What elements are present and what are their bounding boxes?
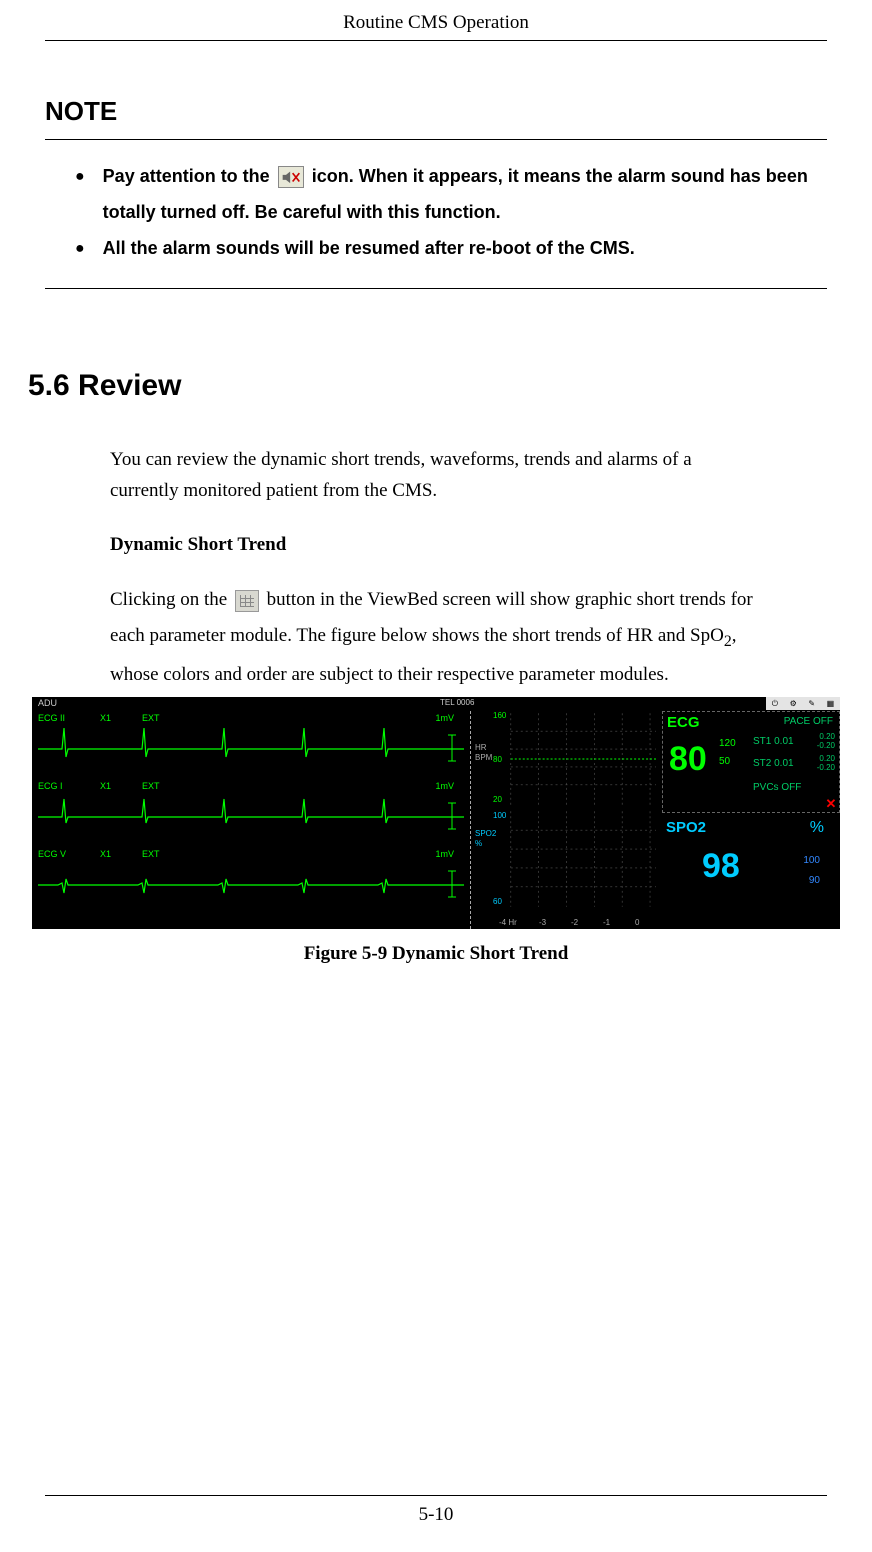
spo2-trend-panel	[477, 811, 656, 907]
spo2-label: SPO2	[666, 819, 706, 836]
note-list: ● Pay attention to the icon. When it app…	[45, 140, 827, 289]
figure-caption: Figure 5-9 Dynamic Short Trend	[0, 943, 872, 965]
status-icon: ⚙	[790, 699, 797, 708]
wave-gain-label: X1	[100, 849, 111, 859]
ecg-hi: 120	[719, 738, 736, 749]
wave-filter-label: EXT	[142, 781, 160, 791]
ecg-wave-row: ECG V X1 EXT 1mV	[38, 849, 464, 901]
subscript: 2	[724, 633, 732, 650]
x-tick: 0	[635, 918, 639, 927]
ecg-value: 80	[669, 740, 707, 779]
figure-screenshot: ADU TEL 0006 ⏻ ⚙ ✎ ▦ ECG II X1 EXT 1mV E…	[32, 697, 840, 929]
x-tick: -4 Hr	[499, 918, 517, 927]
x-tick: -3	[539, 918, 546, 927]
waveform-area: ECG II X1 EXT 1mV ECG I X1 EXT 1mV ECG V…	[32, 697, 470, 929]
hr-trend-panel	[477, 713, 656, 805]
wave-lead-label: ECG V	[38, 849, 66, 859]
para-pre: Clicking on the	[110, 589, 232, 610]
note-text: All the alarm sounds will be resumed aft…	[103, 230, 827, 266]
wave-scale-label: 1mV	[435, 781, 454, 791]
pvcs-label: PVCs OFF	[753, 782, 801, 793]
short-trend-button-icon	[235, 590, 259, 612]
wave-filter-label: EXT	[142, 713, 160, 723]
wave-lead-label: ECG II	[38, 713, 65, 723]
note-item: ● All the alarm sounds will be resumed a…	[75, 230, 827, 268]
parameter-area: ECG 80 120 50 PACE OFF ST1 0.01 0.20 -0.…	[662, 711, 840, 929]
x-tick: -1	[603, 918, 610, 927]
wave-filter-label: EXT	[142, 849, 160, 859]
subsection-heading: Dynamic Short Trend	[110, 534, 762, 556]
alarm-off-icon	[278, 166, 304, 188]
st2-label: ST2 0.01	[753, 758, 794, 769]
wave-lead-label: ECG I	[38, 781, 63, 791]
wave-gain-label: X1	[100, 713, 111, 723]
note-item: ● Pay attention to the icon. When it app…	[75, 158, 827, 230]
ecg-wave-row: ECG II X1 EXT 1mV	[38, 713, 464, 765]
bullet-icon: ●	[75, 158, 85, 196]
st1-hi: 0.20	[819, 732, 835, 741]
status-icon: ⏻	[772, 699, 778, 709]
trend-graph-area: HR BPM 160 80 20 SPO2 % 100 60	[470, 711, 662, 929]
st2-hi: 0.20	[819, 754, 835, 763]
section-paragraph: Clicking on the button in the ViewBed sc…	[110, 582, 762, 693]
page-header-title: Routine CMS Operation	[45, 0, 827, 41]
wave-gain-label: X1	[100, 781, 111, 791]
wave-scale-label: 1mV	[435, 849, 454, 859]
section-paragraph: You can review the dynamic short trends,…	[110, 445, 762, 506]
spo2-hi: 100	[803, 855, 820, 866]
note-section: NOTE ● Pay attention to the icon. When i…	[45, 96, 827, 289]
spo2-unit: %	[810, 819, 824, 837]
pace-label: PACE OFF	[784, 716, 833, 727]
page-number: 5-10	[45, 1495, 827, 1526]
bullet-icon: ●	[75, 230, 85, 268]
spo2-value: 98	[702, 847, 740, 886]
topbar-status-icons: ⏻ ⚙ ✎ ▦	[766, 697, 840, 710]
note-title: NOTE	[45, 96, 827, 140]
note-text: Pay attention to the icon. When it appea…	[103, 158, 827, 230]
wave-scale-label: 1mV	[435, 713, 454, 723]
spo2-lo: 90	[809, 875, 820, 886]
spo2-parameter-panel: SPO2 % 98 100 90	[662, 817, 840, 911]
note-text-pre: Pay attention to the	[103, 166, 275, 186]
ecg-lo: 50	[719, 756, 730, 767]
x-tick: -2	[571, 918, 578, 927]
st1-label: ST1 0.01	[753, 736, 794, 747]
ecg-wave-row: ECG I X1 EXT 1mV	[38, 781, 464, 833]
st1-lo: -0.20	[817, 741, 835, 750]
st2-lo: -0.20	[817, 763, 835, 772]
status-icon: ▦	[827, 699, 835, 708]
section-heading: 5.6 Review	[28, 369, 872, 403]
status-icon: ✎	[808, 699, 815, 708]
ecg-parameter-panel: ECG 80 120 50 PACE OFF ST1 0.01 0.20 -0.…	[662, 711, 840, 813]
ecg-label: ECG	[667, 714, 700, 731]
alarm-disabled-icon: ✕	[825, 798, 837, 810]
